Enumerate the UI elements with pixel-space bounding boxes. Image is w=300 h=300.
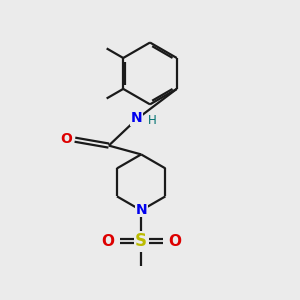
Text: N: N (131, 112, 142, 125)
Text: S: S (135, 232, 147, 250)
Text: N: N (135, 203, 147, 217)
Text: H: H (148, 114, 157, 127)
Text: O: O (61, 132, 73, 146)
Text: O: O (169, 234, 182, 249)
Text: O: O (101, 234, 114, 249)
